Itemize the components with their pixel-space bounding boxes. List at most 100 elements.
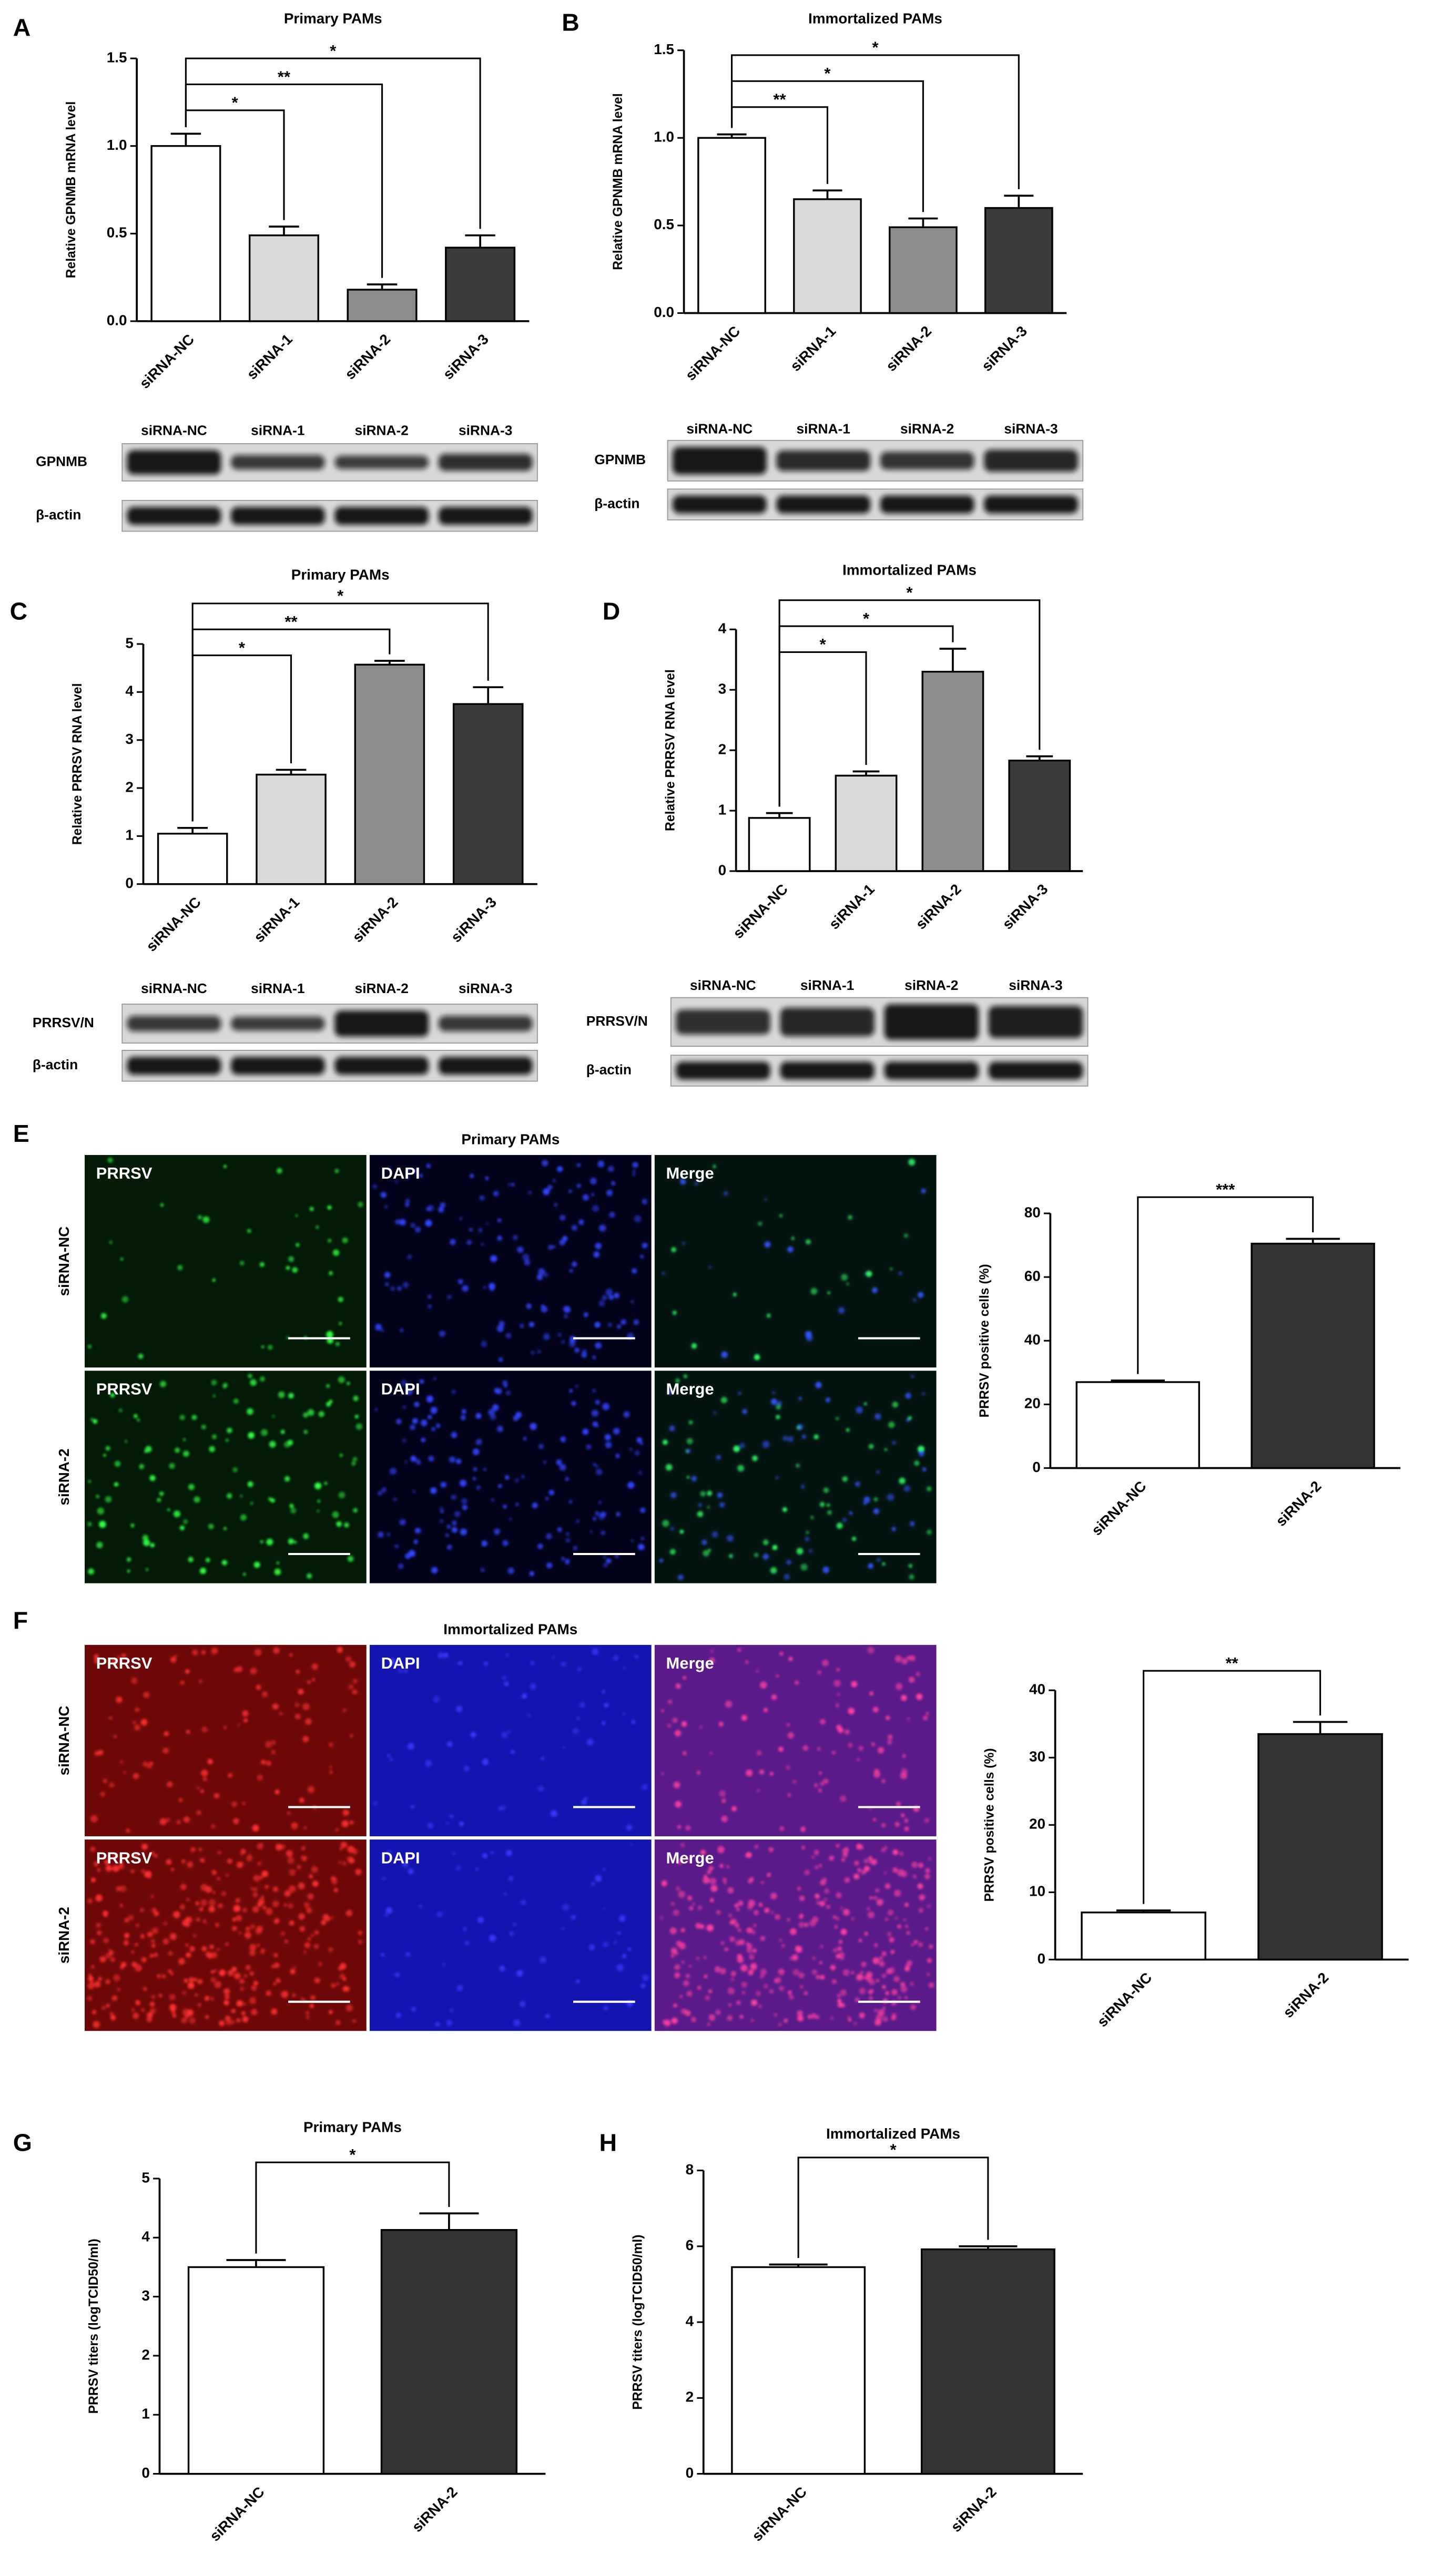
- cell-dot: [799, 1914, 804, 1918]
- cell-dot: [408, 1868, 414, 1875]
- cell-dot: [836, 1522, 843, 1529]
- cell-dot: [770, 1893, 777, 1899]
- cell-dot: [817, 1747, 821, 1751]
- cell-dot: [754, 1924, 757, 1927]
- blot-lane-label: siRNA-1: [251, 423, 304, 438]
- cell-dot: [317, 1509, 320, 1512]
- cell-dot: [255, 1928, 262, 1935]
- cell-dot: [598, 1224, 606, 1232]
- cell-dot: [708, 1989, 712, 1994]
- cell-dot: [542, 1160, 548, 1167]
- cell-dot: [476, 1485, 481, 1490]
- cell-dot: [642, 1974, 649, 1981]
- panel-letter: B: [562, 9, 580, 36]
- cell-dot: [576, 1519, 580, 1523]
- cell-dot: [565, 1477, 569, 1481]
- cell-dot: [782, 1507, 787, 1512]
- cell-dot: [742, 1991, 745, 1995]
- cell-dot: [169, 1933, 177, 1940]
- cell-dot: [908, 1416, 912, 1420]
- cell-dot: [683, 1676, 686, 1680]
- cell-dot: [683, 1980, 689, 1987]
- cell-dot: [760, 1936, 765, 1941]
- cell-dot: [856, 1406, 863, 1414]
- cell-dot: [273, 1953, 278, 1958]
- cell-dot: [723, 1881, 727, 1885]
- cell-dot: [482, 1853, 487, 1858]
- cell-dot: [214, 1793, 220, 1799]
- error-bar: [852, 770, 880, 776]
- bar: [452, 703, 524, 885]
- cell-dot: [897, 1996, 901, 2000]
- cell-dot: [109, 2011, 114, 2016]
- cell-dot: [509, 1931, 514, 1936]
- cell-dot: [198, 1215, 202, 1220]
- cell-dot: [764, 1198, 767, 1201]
- cell-dot: [595, 1242, 602, 1250]
- cell-dot: [908, 1159, 916, 1166]
- cell-dot: [502, 1675, 507, 1680]
- cell-dot: [868, 1858, 873, 1864]
- significance-label: *: [239, 638, 245, 657]
- cell-dot: [709, 1752, 713, 1755]
- cell-dot: [797, 1887, 801, 1890]
- significance-bracket: [1137, 1196, 1314, 1374]
- cell-dot: [135, 2000, 140, 2006]
- cell-dot: [857, 1758, 860, 1762]
- cell-dot: [209, 1945, 214, 1949]
- cell-dot: [289, 1869, 296, 1876]
- cell-dot: [173, 1911, 180, 1918]
- cell-dot: [410, 1456, 416, 1462]
- cell-dot: [185, 1944, 188, 1947]
- cell-dot: [280, 1429, 285, 1434]
- cell-dot: [126, 1557, 131, 1562]
- cell-dot: [330, 1916, 334, 1919]
- cell-dot: [236, 1862, 243, 1868]
- cell-dot: [673, 1909, 679, 1916]
- cell-dot: [131, 2008, 135, 2012]
- cell-dot: [576, 1716, 580, 1720]
- cell-dot: [469, 1228, 473, 1232]
- cell-dot: [94, 1981, 101, 1988]
- cell-dot: [412, 1418, 418, 1424]
- cell-dot: [712, 1531, 718, 1538]
- cell-dot: [805, 1331, 812, 1338]
- cell-dot: [92, 2010, 97, 2015]
- cell-dot: [211, 1379, 217, 1386]
- cell-dot: [565, 1561, 569, 1565]
- cell-dot: [613, 1292, 619, 1299]
- cell-dot: [501, 1732, 507, 1739]
- cell-dot: [433, 1377, 436, 1381]
- cell-dot: [232, 1467, 238, 1473]
- cell-dot: [697, 1905, 703, 1910]
- cell-dot: [157, 1498, 161, 1502]
- cell-dot: [415, 1527, 422, 1534]
- cell-dot: [223, 1527, 227, 1530]
- cell-dot: [436, 1911, 443, 1917]
- cell-dot: [877, 1747, 885, 1754]
- cell-dot: [867, 1647, 875, 1654]
- cell-dot: [572, 1728, 578, 1734]
- cell-dot: [352, 2019, 357, 2023]
- cell-dot: [231, 1801, 238, 1807]
- cell-dot: [819, 1771, 822, 1775]
- cell-dot: [124, 1918, 129, 1923]
- blot-lane-label: siRNA-2: [355, 423, 409, 438]
- cell-dot: [593, 1463, 596, 1466]
- cell-dot: [787, 1732, 794, 1739]
- blot-band: [230, 455, 325, 470]
- cell-dot: [293, 1540, 297, 1544]
- cell-dot: [792, 1780, 797, 1784]
- blot-band: [884, 1061, 979, 1080]
- cell-dot: [180, 1680, 185, 1685]
- cell-dot: [564, 1314, 568, 1318]
- cell-dot: [188, 1557, 194, 1562]
- cell-dot: [151, 1908, 157, 1913]
- cell-dot: [211, 1647, 218, 1655]
- cell-dot: [339, 1973, 345, 1979]
- cell-dot: [407, 1254, 412, 1260]
- cell-dot: [257, 1774, 263, 1781]
- cell-dot: [798, 1972, 805, 1979]
- cell-dot: [905, 1393, 911, 1399]
- cell-dot: [876, 1470, 880, 1474]
